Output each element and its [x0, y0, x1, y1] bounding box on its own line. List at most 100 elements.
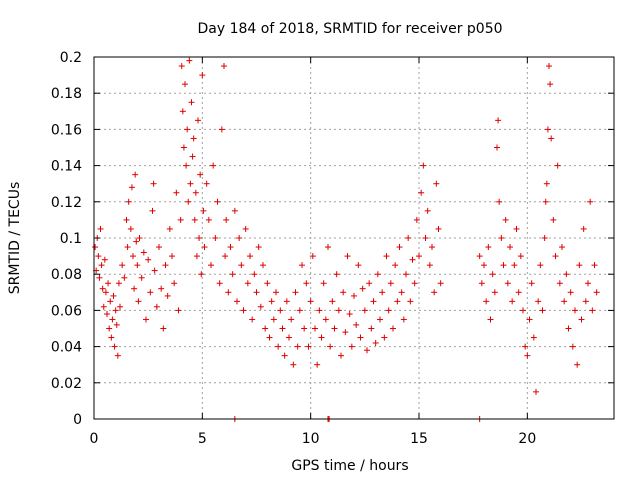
data-point: [178, 63, 185, 70]
data-point: [262, 325, 269, 332]
data-point: [216, 280, 223, 287]
data-point: [257, 303, 264, 310]
data-point: [513, 225, 520, 232]
data-points: [92, 57, 600, 422]
data-point: [333, 271, 340, 278]
data-point: [205, 216, 212, 223]
data-point: [517, 253, 524, 260]
data-point: [223, 216, 230, 223]
data-point: [134, 262, 141, 269]
data-point: [485, 244, 492, 251]
data-point: [221, 63, 227, 70]
data-point: [201, 244, 208, 251]
data-point: [225, 289, 232, 296]
data-point: [494, 144, 500, 151]
data-point: [383, 253, 390, 260]
data-point: [113, 321, 120, 328]
data-point: [184, 126, 191, 133]
data-point: [528, 280, 535, 287]
grid-lines: [94, 57, 614, 419]
data-point: [162, 262, 169, 269]
data-point: [424, 207, 431, 214]
data-point: [344, 253, 351, 260]
data-point: [288, 316, 295, 323]
data-point: [186, 57, 193, 64]
x-tick-label: 5: [198, 431, 207, 447]
data-point: [355, 262, 362, 269]
data-point: [164, 292, 171, 299]
data-point: [500, 262, 507, 269]
data-point: [124, 244, 131, 251]
y-tick-label: 0.06: [51, 303, 82, 319]
data-point: [580, 225, 587, 232]
data-point: [561, 298, 568, 305]
data-point: [589, 307, 596, 314]
data-point: [227, 244, 234, 251]
data-point: [593, 289, 600, 296]
data-point: [303, 280, 310, 287]
data-point: [182, 81, 188, 88]
data-point: [554, 162, 561, 169]
data-point: [195, 117, 201, 124]
data-point: [327, 343, 334, 350]
data-point: [481, 262, 487, 269]
y-tick-label: 0.12: [51, 195, 82, 211]
data-point: [109, 316, 116, 323]
chart-title: Day 184 of 2018, SRMTID for receiver p05…: [197, 21, 502, 37]
data-point: [273, 289, 279, 296]
data-point: [504, 280, 511, 287]
data-point: [299, 262, 305, 269]
x-tick-label: 0: [90, 431, 99, 447]
data-point: [546, 63, 552, 70]
data-point: [496, 198, 503, 205]
data-point: [591, 262, 598, 269]
data-point: [275, 343, 282, 350]
data-point: [509, 298, 516, 305]
data-point: [180, 144, 187, 151]
data-point: [587, 198, 594, 205]
data-point: [335, 307, 342, 314]
data-point: [296, 307, 303, 314]
data-point: [121, 274, 128, 281]
data-point: [292, 289, 299, 296]
data-point: [102, 289, 109, 296]
data-point: [524, 352, 531, 359]
data-point: [381, 334, 388, 341]
data-point: [411, 280, 418, 287]
data-point: [582, 298, 589, 305]
data-point: [522, 343, 529, 350]
data-point: [199, 72, 206, 79]
data-point: [379, 289, 386, 296]
data-point: [123, 216, 130, 223]
data-point: [97, 225, 104, 232]
data-point: [212, 235, 219, 241]
data-point: [498, 235, 505, 241]
data-point: [260, 262, 266, 269]
data-point: [242, 225, 249, 232]
data-point: [539, 307, 546, 314]
data-point: [247, 253, 253, 260]
x-axis-title: GPS time / hours: [291, 458, 408, 474]
data-point: [435, 225, 442, 232]
data-point: [567, 289, 574, 296]
data-point: [188, 99, 195, 106]
data-point: [342, 329, 349, 336]
data-point: [520, 307, 526, 314]
data-point: [526, 316, 533, 323]
data-point: [476, 253, 483, 260]
data-point: [200, 207, 207, 214]
y-tick-label: 0.1: [60, 231, 82, 247]
y-tick-label: 0: [73, 412, 82, 428]
y-tick-label: 0.04: [51, 340, 82, 356]
data-point: [108, 334, 115, 341]
data-point: [143, 316, 149, 323]
data-point: [98, 262, 105, 269]
data-point: [405, 235, 412, 241]
data-point: [301, 325, 308, 332]
data-point: [368, 325, 375, 332]
data-point: [277, 307, 284, 314]
data-point: [437, 280, 444, 287]
data-point: [394, 298, 401, 305]
data-point: [255, 244, 262, 251]
data-point: [565, 325, 572, 332]
